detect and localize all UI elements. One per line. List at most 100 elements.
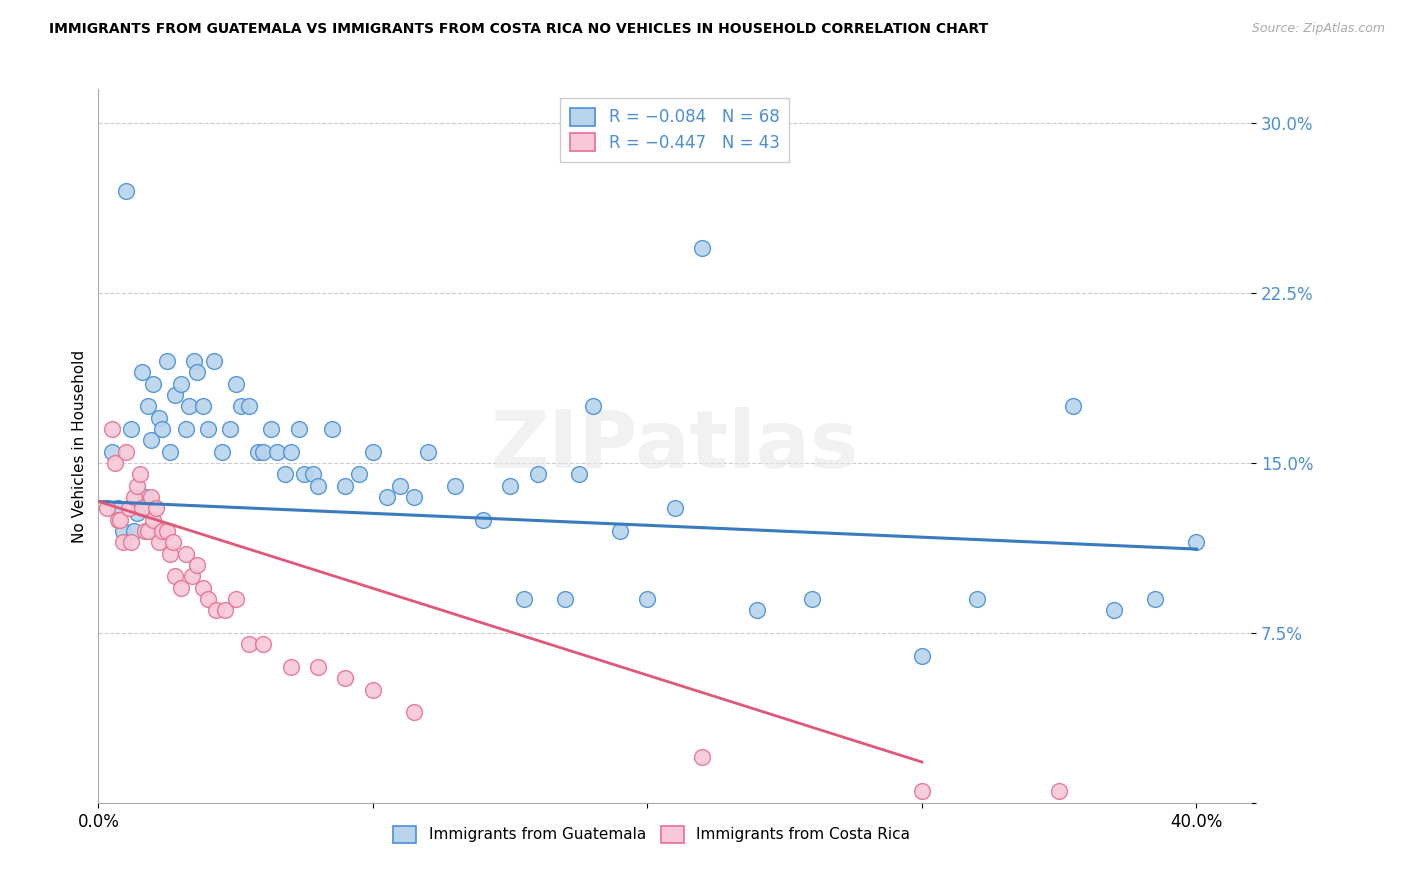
Point (252, 444, 274, 458)
Point (636, 591, 658, 606)
Point (1062, 400, 1084, 414)
Point (148, 535, 170, 549)
Point (911, 784, 934, 798)
Point (205, 603, 228, 617)
Point (444, 478, 467, 492)
Point (307, 478, 329, 492)
Point (115, 444, 138, 458)
Point (692, 241, 714, 255)
Point (139, 490, 162, 504)
Point (568, 467, 591, 482)
Point (139, 434, 162, 448)
Point (252, 637, 274, 651)
Point (177, 400, 200, 414)
Point (375, 490, 398, 504)
Point (416, 444, 439, 458)
Point (159, 547, 181, 561)
Point (238, 400, 260, 414)
Point (197, 422, 219, 436)
Point (335, 478, 357, 492)
Point (664, 501, 686, 516)
Point (1144, 591, 1167, 606)
Point (292, 467, 315, 482)
Point (321, 422, 343, 436)
Point (186, 365, 208, 379)
Point (238, 637, 260, 651)
Point (150, 524, 173, 538)
Point (159, 444, 181, 458)
Point (260, 422, 283, 436)
Legend: Immigrants from Guatemala, Immigrants from Costa Rica: Immigrants from Guatemala, Immigrants fr… (387, 820, 917, 848)
Point (361, 682, 384, 697)
Point (148, 410, 170, 425)
Point (101, 422, 124, 436)
Point (280, 660, 302, 674)
Point (280, 444, 302, 458)
Point (1102, 603, 1125, 617)
Point (131, 365, 153, 379)
Point (1185, 535, 1208, 549)
Point (134, 490, 156, 504)
Point (174, 422, 197, 436)
Point (609, 524, 631, 538)
Point (347, 467, 370, 482)
Point (191, 400, 214, 414)
Point (96, 501, 118, 516)
Point (183, 354, 205, 368)
Point (307, 660, 329, 674)
Point (136, 400, 159, 414)
Point (156, 354, 179, 368)
Text: IMMIGRANTS FROM GUATEMALA VS IMMIGRANTS FROM COSTA RICA NO VEHICLES IN HOUSEHOLD: IMMIGRANTS FROM GUATEMALA VS IMMIGRANTS … (49, 22, 988, 37)
Point (471, 513, 494, 527)
Point (142, 513, 165, 527)
Point (499, 478, 522, 492)
Y-axis label: No Vehicles in Household: No Vehicles in Household (72, 350, 87, 542)
Point (214, 603, 236, 617)
Point (107, 501, 129, 516)
Point (225, 591, 247, 606)
Point (110, 513, 132, 527)
Point (526, 467, 548, 482)
Point (117, 501, 139, 516)
Point (120, 535, 142, 549)
Point (101, 444, 124, 458)
Point (180, 569, 202, 583)
Point (191, 581, 214, 595)
Point (104, 456, 127, 470)
Point (115, 184, 138, 198)
Point (581, 400, 603, 414)
Point (911, 648, 934, 663)
Point (122, 490, 145, 504)
Point (162, 535, 184, 549)
Point (165, 388, 187, 402)
Point (389, 478, 412, 492)
Point (170, 581, 193, 595)
Point (1047, 784, 1070, 798)
Text: ZIPatlas: ZIPatlas (491, 407, 859, 485)
Point (966, 591, 988, 606)
Point (692, 750, 714, 764)
Point (225, 376, 247, 391)
Point (112, 524, 135, 538)
Point (513, 591, 536, 606)
Point (404, 705, 426, 719)
Point (112, 535, 135, 549)
Point (120, 422, 142, 436)
Point (125, 506, 148, 520)
Point (107, 513, 129, 527)
Point (165, 569, 187, 583)
Point (404, 490, 426, 504)
Point (174, 547, 197, 561)
Point (134, 524, 156, 538)
Point (301, 467, 323, 482)
Point (125, 478, 148, 492)
Point (136, 524, 159, 538)
Point (274, 467, 297, 482)
Point (128, 467, 150, 482)
Point (170, 376, 193, 391)
Point (266, 444, 288, 458)
Point (156, 524, 179, 538)
Point (186, 558, 208, 572)
Point (202, 354, 225, 368)
Point (361, 444, 384, 458)
